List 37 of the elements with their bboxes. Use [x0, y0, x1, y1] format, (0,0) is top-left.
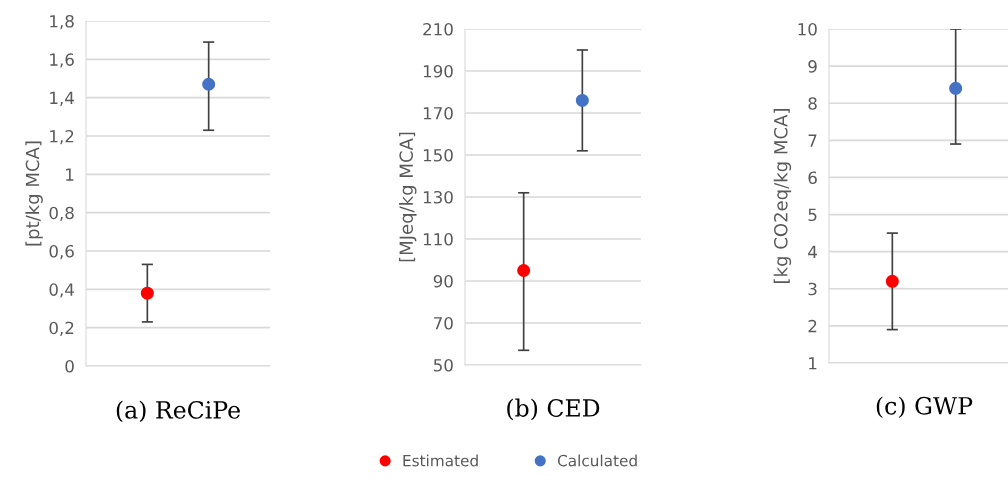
y-axis-title: [MJeq/kg MCA]: [399, 132, 417, 262]
legend-label: Calculated: [557, 454, 637, 467]
y-axis-title: [kg CO2eq/kg MCA]: [773, 109, 792, 283]
y-tick-label: 5: [808, 208, 817, 222]
y-tick-label: 9: [808, 60, 817, 73]
y-tick-label: 4: [808, 245, 817, 258]
y-tick-label: 10: [798, 22, 817, 36]
text: (a) ReCiPe: [116, 400, 240, 423]
y-tick-label: 0: [65, 359, 74, 373]
y-tick-label: 210: [423, 22, 453, 36]
y-tick-label: 1,6: [50, 53, 74, 68]
y-tick-label: 150: [423, 148, 453, 162]
y-tick-label: 70: [434, 316, 453, 330]
y-tick-label: 90: [433, 274, 453, 288]
legend-label: Estimated: [403, 454, 478, 467]
text: (b) CED: [507, 398, 600, 421]
y-tick-label: 130: [423, 190, 453, 204]
y-tick-label: 0,4: [49, 283, 74, 298]
y-tick-label: 6: [808, 171, 817, 185]
y-tick-label: 8: [808, 97, 817, 110]
y-tick-label: 0,8: [49, 206, 74, 221]
y-tick-label: 190: [423, 64, 453, 78]
y-tick-label: 1,2: [50, 129, 74, 145]
y-tick-label: 1,4: [50, 91, 74, 106]
y-tick-label: 3: [808, 282, 817, 296]
y-tick-label: 7: [808, 134, 817, 147]
y-tick-label: 1,8: [50, 14, 74, 30]
y-tick-label: 170: [423, 106, 453, 120]
y-tick-label: 0,6: [49, 244, 74, 260]
y-tick-label: 1: [66, 168, 74, 181]
y-tick-label: 0,2: [49, 321, 74, 336]
y-tick-label: 50: [433, 358, 453, 372]
y-axis-title: [pt/kg MCA]: [25, 141, 43, 246]
y-tick-label: 110: [423, 232, 453, 246]
y-tick-label: 1: [809, 357, 817, 370]
y-tick-label: 2: [808, 319, 817, 333]
text: (c) GWP: [876, 396, 973, 419]
